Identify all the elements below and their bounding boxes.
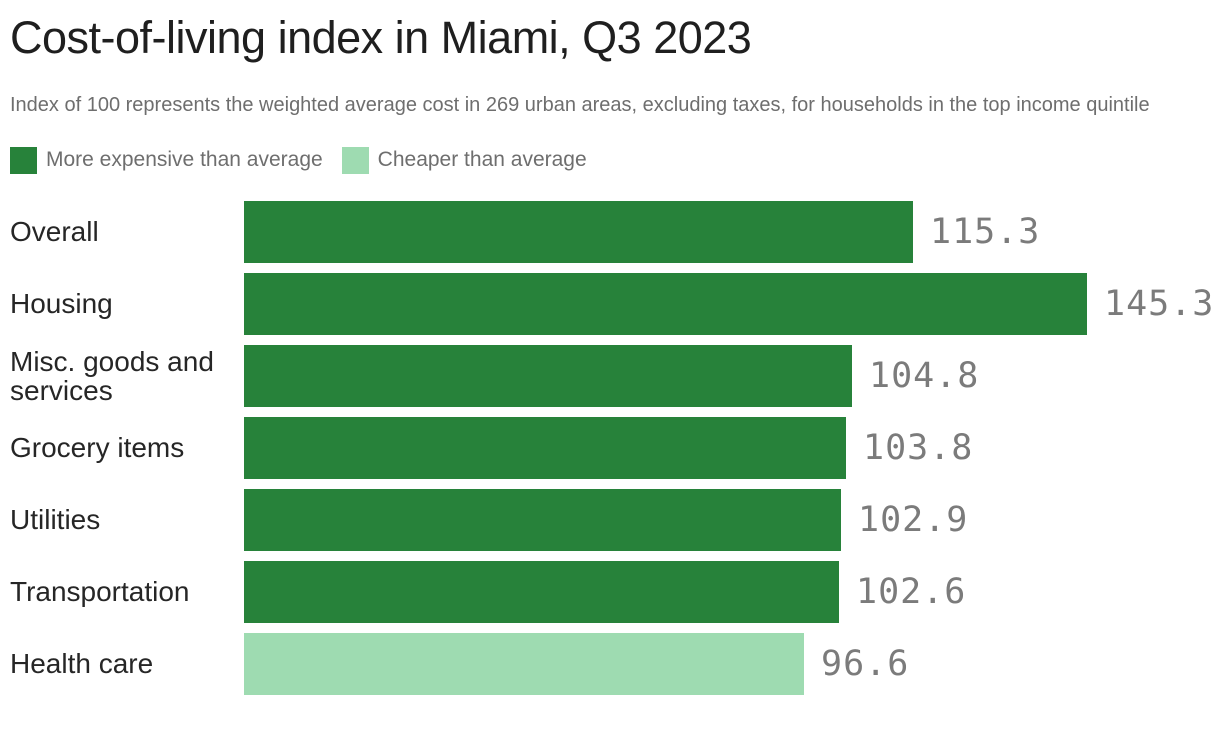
bar-track: 102.6	[244, 560, 1210, 623]
chart-card: Cost-of-living index in Miami, Q3 2023 I…	[10, 12, 1213, 695]
category-label: Utilities	[10, 504, 101, 536]
bar-utilities	[244, 488, 841, 551]
value-label: 102.6	[856, 571, 967, 612]
bar-misc-goods-and-services	[244, 344, 852, 407]
legend-label-expensive: More expensive than average	[46, 148, 323, 172]
chart-row-overall: Overall 115.3	[10, 200, 1210, 263]
bar-track: 102.9	[244, 488, 1210, 551]
legend-label-cheaper: Cheaper than average	[377, 148, 587, 172]
category-label: Health care	[10, 648, 154, 680]
chart-row-misc-goods-and-services: Misc. goods and services 104.8	[10, 344, 1210, 407]
chart-row-grocery-items: Grocery items 103.8	[10, 416, 1210, 479]
value-label: 103.8	[863, 427, 974, 468]
bar-chart: Overall 115.3 Housing 145.3 Misc. goods …	[10, 200, 1213, 695]
value-label: 96.6	[821, 643, 910, 684]
bar-health-care	[244, 632, 804, 695]
legend-swatch-expensive	[10, 146, 37, 174]
legend-swatch-cheaper	[341, 146, 369, 174]
bar-transportation	[244, 560, 839, 623]
page-title: Cost-of-living index in Miami, Q3 2023	[10, 12, 752, 63]
value-label: 102.9	[858, 499, 969, 540]
chart-row-health-care: Health care 96.6	[10, 632, 1210, 695]
legend-item-expensive: More expensive than average	[10, 146, 323, 174]
value-label: 145.3	[1104, 283, 1215, 324]
value-label: 104.8	[869, 355, 980, 396]
category-label: Transportation	[10, 576, 190, 608]
category-label: Grocery items	[10, 432, 185, 464]
chart-subtitle: Index of 100 represents the weighted ave…	[10, 93, 1150, 116]
category-label: Overall	[10, 216, 99, 248]
bar-track: 103.8	[244, 416, 1210, 479]
bar-track: 115.3	[244, 200, 1210, 263]
bar-overall	[244, 200, 913, 263]
legend: More expensive than average Cheaper than…	[10, 146, 1210, 174]
chart-row-transportation: Transportation 102.6	[10, 560, 1210, 623]
category-label: Misc. goods and services	[10, 345, 214, 406]
bar-housing	[244, 272, 1087, 335]
bar-track: 104.8	[244, 344, 1210, 407]
bar-grocery-items	[244, 416, 846, 479]
legend-item-cheaper: Cheaper than average	[341, 146, 587, 174]
chart-row-housing: Housing 145.3	[10, 272, 1213, 335]
bar-track: 145.3	[244, 272, 1215, 335]
category-label: Housing	[10, 288, 113, 320]
bar-track: 96.6	[244, 632, 1210, 695]
chart-row-utilities: Utilities 102.9	[10, 488, 1210, 551]
value-label: 115.3	[930, 211, 1041, 252]
